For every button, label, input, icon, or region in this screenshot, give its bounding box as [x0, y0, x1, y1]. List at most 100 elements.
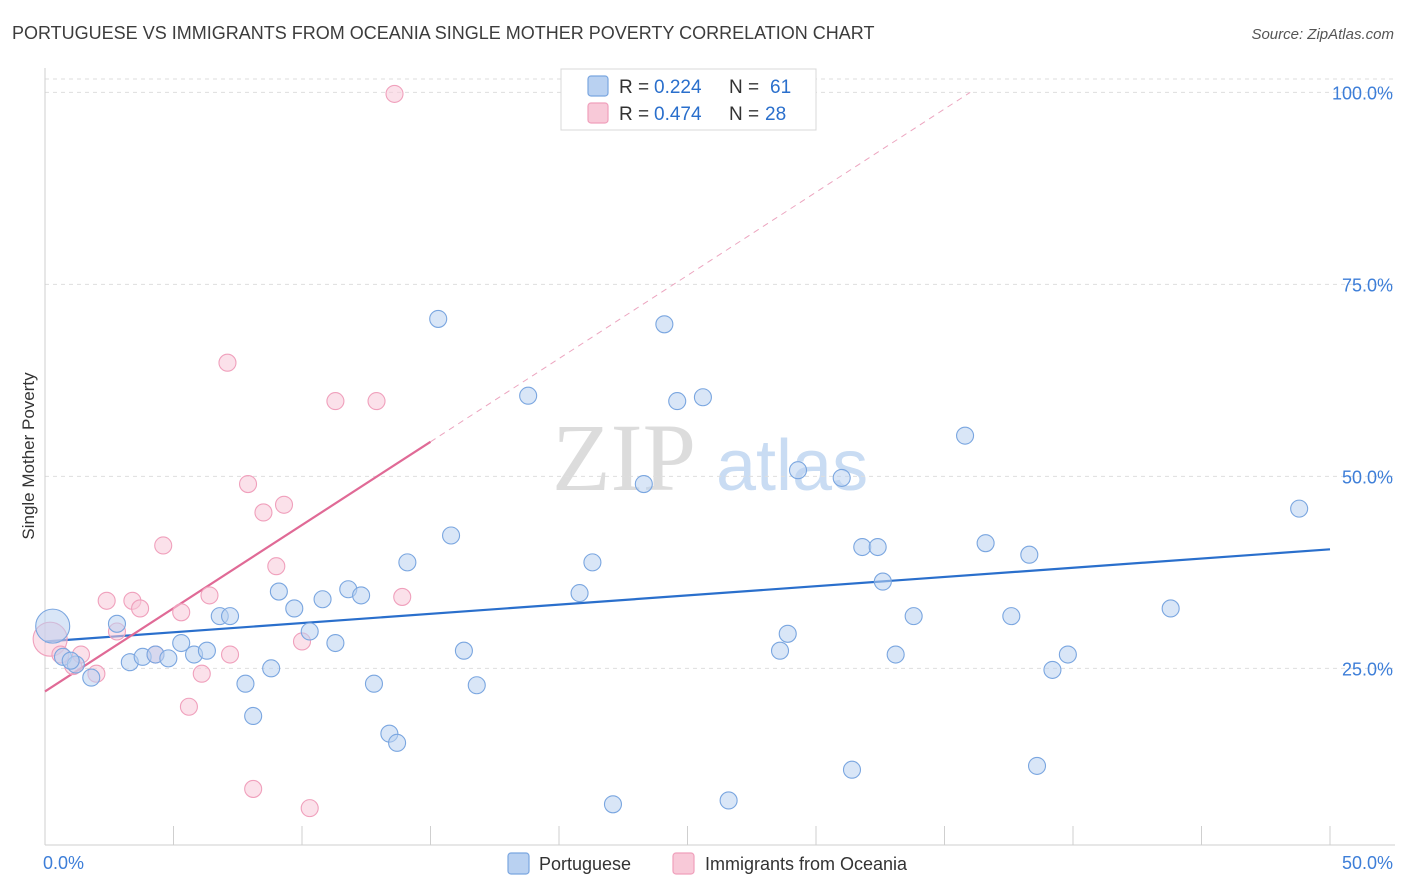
point-oceania	[97, 591, 116, 610]
point-portuguese	[1290, 499, 1309, 518]
point-portuguese	[1027, 756, 1047, 775]
chart-source: Source: ZipAtlas.com	[1251, 26, 1394, 43]
point-portuguese	[583, 553, 602, 572]
series-legend-swatch-portuguese	[507, 852, 530, 875]
y-tick-label: 75.0%	[1342, 275, 1393, 295]
point-portuguese	[634, 474, 653, 494]
gridlines	[45, 78, 1395, 669]
stats-legend-r-value-oceania: 0.474	[654, 104, 702, 125]
point-oceania	[179, 697, 198, 716]
point-oceania	[300, 799, 319, 818]
trend-line-1	[44, 440, 432, 693]
point-portuguese	[364, 674, 384, 693]
point-portuguese	[262, 659, 281, 678]
point-oceania	[393, 587, 412, 606]
axes: 25.0% 50.0% 75.0% 100.0% 0.0% 50.0%	[43, 68, 1395, 873]
trend-line-0	[44, 548, 1331, 643]
point-oceania	[200, 586, 219, 605]
point-portuguese	[82, 668, 101, 687]
point-portuguese	[842, 760, 862, 779]
point-portuguese	[300, 622, 319, 641]
point-portuguese	[1043, 660, 1062, 679]
point-portuguese	[778, 624, 797, 643]
x-tick-label-start: 0.0%	[43, 853, 84, 873]
point-oceania	[172, 603, 191, 622]
series-legend-label-portuguese: Portuguese	[539, 854, 631, 874]
point-oceania	[326, 392, 345, 411]
point-portuguese	[570, 584, 589, 603]
point-oceania	[267, 557, 286, 576]
point-portuguese	[313, 590, 332, 609]
point-portuguese	[197, 641, 216, 660]
point-oceania	[220, 645, 240, 664]
point-portuguese	[519, 386, 538, 405]
point-oceania	[385, 84, 404, 103]
y-axis-label: Single Mother Poverty	[19, 372, 38, 540]
point-oceania	[274, 495, 294, 514]
point-portuguese	[285, 599, 304, 618]
point-portuguese	[1002, 607, 1021, 626]
point-portuguese	[220, 607, 240, 626]
point-portuguese	[1161, 599, 1180, 618]
point-portuguese	[244, 706, 263, 726]
point-portuguese	[603, 795, 623, 814]
point-oceania	[192, 664, 211, 683]
trend-line-extension-1	[430, 91, 971, 443]
stats-legend-n-label-portuguese: N =	[729, 77, 759, 98]
point-oceania	[367, 392, 386, 411]
watermark-zip: ZIP	[552, 404, 696, 511]
data-points	[32, 84, 1309, 818]
y-tick-label: 100.0%	[1332, 83, 1393, 103]
point-portuguese	[388, 733, 407, 752]
point-portuguese	[1020, 545, 1039, 564]
y-tick-label: 25.0%	[1342, 659, 1393, 679]
stats-legend-r-value-portuguese: 0.224	[654, 77, 702, 98]
point-portuguese	[429, 309, 448, 328]
x-tick-label-end: 50.0%	[1342, 853, 1393, 873]
series-legend-swatch-oceania	[672, 852, 695, 875]
trend-lines	[44, 91, 1331, 693]
point-portuguese	[668, 392, 687, 411]
point-portuguese	[442, 526, 461, 545]
point-portuguese	[693, 388, 712, 407]
stats-legend-n-value-oceania: 28	[765, 104, 786, 125]
stats-legend-swatch-portuguese	[587, 75, 609, 97]
point-portuguese	[832, 468, 851, 487]
point-portuguese	[352, 586, 371, 605]
stats-legend-r-label-oceania: R =	[619, 104, 649, 125]
point-oceania	[244, 779, 263, 798]
chart-title: PORTUGUESE VS IMMIGRANTS FROM OCEANIA SI…	[12, 23, 874, 43]
point-portuguese	[853, 537, 872, 557]
point-portuguese	[467, 676, 486, 695]
point-portuguese	[868, 537, 887, 557]
point-oceania	[154, 536, 173, 555]
point-portuguese	[269, 582, 288, 601]
stats-legend-r-label-portuguese: R =	[619, 77, 649, 98]
point-portuguese	[956, 426, 975, 445]
point-portuguese	[904, 607, 923, 626]
point-portuguese	[398, 553, 417, 572]
stats-legend: R = 0.224 N = 61 R = 0.474 N = 28	[560, 68, 817, 131]
point-oceania	[131, 599, 150, 618]
point-portuguese	[61, 651, 80, 670]
point-portuguese	[1058, 645, 1077, 664]
point-portuguese	[326, 633, 345, 653]
point-oceania	[238, 474, 258, 494]
point-portuguese	[159, 649, 178, 668]
stats-legend-n-label-oceania: N =	[729, 104, 759, 125]
series-legend-label-oceania: Immigrants from Oceania	[705, 854, 908, 874]
point-portuguese	[770, 641, 790, 660]
point-oceania	[218, 353, 237, 372]
stats-legend-n-value-portuguese: 61	[770, 77, 791, 98]
watermark: ZIP atlas	[552, 404, 868, 511]
point-portuguese	[976, 534, 995, 553]
point-portuguese	[655, 315, 674, 334]
point-portuguese	[35, 608, 71, 644]
point-portuguese	[172, 633, 191, 653]
y-tick-label: 50.0%	[1342, 467, 1393, 487]
series-legend: Portuguese Immigrants from Oceania	[507, 852, 908, 875]
point-portuguese	[719, 791, 738, 810]
point-portuguese	[236, 674, 255, 693]
point-portuguese	[107, 614, 127, 633]
